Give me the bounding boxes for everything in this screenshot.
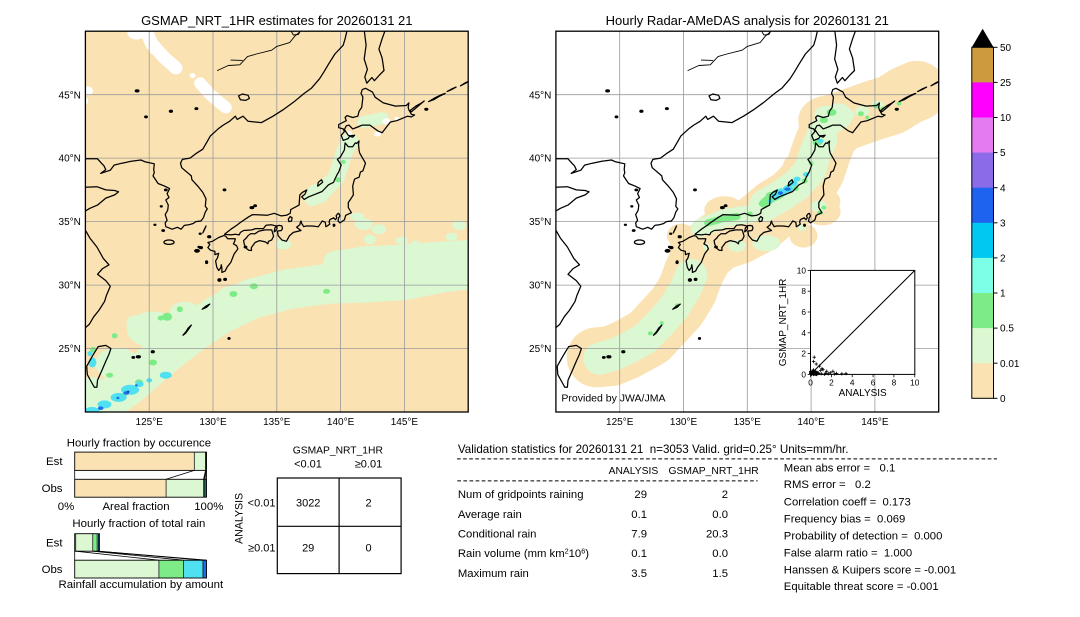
- svg-text:25°N: 25°N: [59, 344, 81, 355]
- svg-text:25°N: 25°N: [529, 344, 551, 355]
- svg-text:Rainfall accumulation by amoun: Rainfall accumulation by amount: [58, 579, 223, 591]
- svg-text:Maximum rain: Maximum rain: [458, 568, 529, 580]
- svg-text:145°E: 145°E: [861, 417, 889, 428]
- svg-text:40°N: 40°N: [529, 154, 551, 165]
- svg-text:3022: 3022: [296, 497, 320, 509]
- svg-text:2: 2: [829, 377, 834, 387]
- svg-text:0.1: 0.1: [631, 548, 647, 560]
- svg-text:4: 4: [1000, 183, 1006, 194]
- svg-text:<0.01: <0.01: [294, 459, 322, 471]
- svg-text:ANALYSIS: ANALYSIS: [234, 493, 246, 544]
- svg-text:0: 0: [808, 377, 813, 387]
- svg-text:Hanssen & Kuipers score = -0.0: Hanssen & Kuipers score = -0.001: [784, 565, 956, 577]
- svg-text:2: 2: [801, 349, 806, 359]
- svg-text:45°N: 45°N: [529, 90, 551, 101]
- svg-text:0: 0: [801, 369, 806, 379]
- svg-text:Rain volume (mm km2106): Rain volume (mm km2106): [458, 547, 589, 560]
- svg-text:Hourly fraction by occurence: Hourly fraction by occurence: [67, 438, 211, 450]
- svg-text:0.01: 0.01: [1000, 359, 1020, 370]
- svg-text:GSMAP_NRT_1HR: GSMAP_NRT_1HR: [668, 466, 758, 477]
- svg-text:125°E: 125°E: [606, 417, 634, 428]
- svg-text:2: 2: [722, 489, 728, 501]
- svg-text:1: 1: [1000, 289, 1006, 300]
- svg-text:Frequency bias = 0.069: Frequency bias = 0.069: [784, 514, 906, 526]
- svg-text:130°E: 130°E: [199, 417, 227, 428]
- svg-text:Provided by JWA/JMA: Provided by JWA/JMA: [561, 393, 665, 405]
- svg-text:RMS error = 0.2: RMS error = 0.2: [784, 479, 871, 491]
- svg-text:0.0: 0.0: [712, 548, 728, 560]
- svg-text:125°E: 125°E: [136, 417, 164, 428]
- svg-text:10: 10: [1000, 113, 1012, 124]
- svg-text:Validation statistics for 2026: Validation statistics for 20260131 21 n=…: [458, 443, 849, 456]
- svg-text:ANALYSIS: ANALYSIS: [839, 388, 887, 399]
- svg-text:Est: Est: [46, 456, 63, 468]
- svg-text:6: 6: [871, 377, 876, 387]
- svg-text:0.1: 0.1: [631, 509, 647, 521]
- svg-text:Probability of detection = 0.: Probability of detection = 0.000: [784, 531, 943, 543]
- svg-text:Areal fraction: Areal fraction: [102, 501, 169, 513]
- svg-text:30°N: 30°N: [529, 281, 551, 292]
- svg-text:40°N: 40°N: [59, 154, 81, 165]
- svg-text:0: 0: [1000, 394, 1006, 405]
- svg-text:False alarm ratio = 1.000: False alarm ratio = 1.000: [784, 548, 912, 560]
- svg-text:0%: 0%: [58, 501, 74, 513]
- svg-text:GSMAP_NRT_1HR estimates for 20: GSMAP_NRT_1HR estimates for 20260131 21: [141, 13, 412, 28]
- svg-text:5: 5: [1000, 148, 1006, 159]
- svg-text:Hourly Radar-AMeDAS analysis f: Hourly Radar-AMeDAS analysis for 2026013…: [606, 13, 889, 28]
- svg-text:20.3: 20.3: [706, 529, 728, 541]
- svg-text:100%: 100%: [194, 501, 223, 513]
- svg-text:≥0.01: ≥0.01: [248, 543, 275, 555]
- svg-text:140°E: 140°E: [327, 417, 355, 428]
- svg-text:25: 25: [1000, 78, 1012, 89]
- svg-text:Equitable threat score = -0.00: Equitable threat score = -0.001: [784, 581, 939, 593]
- svg-text:8: 8: [801, 286, 806, 296]
- svg-text:Est: Est: [46, 537, 63, 549]
- svg-text:4: 4: [801, 328, 806, 338]
- svg-text:145°E: 145°E: [391, 417, 419, 428]
- svg-text:2: 2: [1000, 254, 1006, 265]
- svg-text:Obs: Obs: [42, 564, 63, 576]
- svg-text:140°E: 140°E: [797, 417, 825, 428]
- svg-text:3: 3: [1000, 218, 1006, 229]
- svg-text:Conditional rain: Conditional rain: [458, 529, 537, 541]
- svg-text:≥0.01: ≥0.01: [355, 459, 382, 471]
- svg-text:Num of gridpoints raining: Num of gridpoints raining: [458, 489, 584, 501]
- svg-text:29: 29: [634, 489, 647, 501]
- svg-text:GSMAP_NRT_1HR: GSMAP_NRT_1HR: [778, 279, 789, 367]
- svg-text:Average rain: Average rain: [458, 509, 522, 521]
- svg-text:Obs: Obs: [42, 483, 63, 495]
- svg-text:2: 2: [365, 497, 371, 509]
- svg-text:Hourly fraction of total rain: Hourly fraction of total rain: [72, 518, 205, 530]
- svg-text:Mean abs error = 0.1: Mean abs error = 0.1: [784, 463, 895, 475]
- svg-text:135°E: 135°E: [263, 417, 291, 428]
- svg-text:3.5: 3.5: [631, 568, 647, 580]
- svg-text:0.0: 0.0: [712, 509, 728, 521]
- svg-text:0: 0: [365, 543, 371, 555]
- svg-text:7.9: 7.9: [631, 529, 647, 541]
- svg-text:Correlation coeff = 0.173: Correlation coeff = 0.173: [784, 496, 911, 508]
- svg-text:10: 10: [910, 377, 920, 387]
- svg-text:130°E: 130°E: [670, 417, 698, 428]
- svg-text:ANALYSIS: ANALYSIS: [609, 466, 659, 477]
- svg-text:<0.01: <0.01: [248, 497, 276, 509]
- svg-text:10: 10: [797, 265, 807, 275]
- svg-text:GSMAP_NRT_1HR: GSMAP_NRT_1HR: [293, 446, 383, 457]
- svg-text:0.5: 0.5: [1000, 324, 1014, 335]
- svg-text:35°N: 35°N: [529, 217, 551, 228]
- svg-text:135°E: 135°E: [734, 417, 762, 428]
- svg-text:8: 8: [892, 377, 897, 387]
- svg-text:4: 4: [850, 377, 855, 387]
- svg-text:1.5: 1.5: [712, 568, 728, 580]
- svg-text:50: 50: [1000, 43, 1012, 54]
- svg-text:29: 29: [302, 543, 314, 555]
- svg-text:6: 6: [801, 307, 806, 317]
- svg-text:45°N: 45°N: [59, 90, 81, 101]
- svg-text:35°N: 35°N: [59, 217, 81, 228]
- svg-text:30°N: 30°N: [59, 281, 81, 292]
